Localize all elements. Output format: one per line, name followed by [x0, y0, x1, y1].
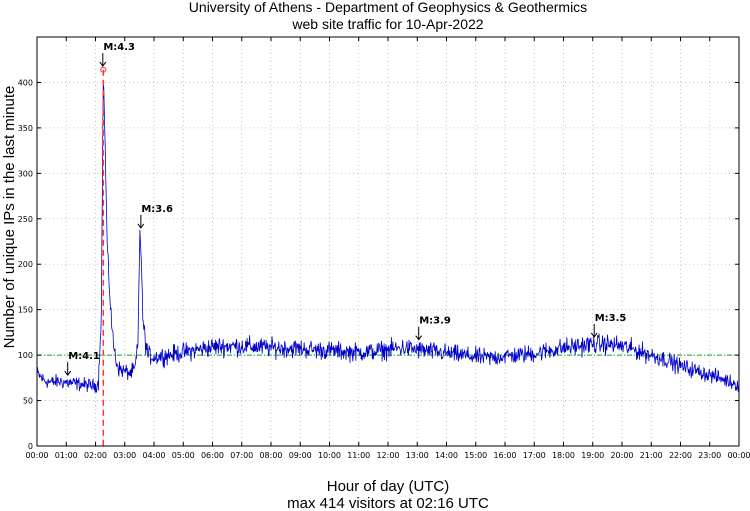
- x-tick-label: 22:00: [669, 451, 692, 460]
- arrow-head: [99, 61, 107, 67]
- earthquake-annotation: M:4.1: [64, 351, 100, 376]
- x-tick-label: 16:00: [493, 451, 516, 460]
- x-tick-label: 20:00: [610, 451, 633, 460]
- x-tick-label: 06:00: [201, 451, 224, 460]
- chart-subtitle: web site traffic for 10-Apr-2022: [291, 16, 483, 32]
- y-axis-label: Number of unique IPs in the last minute: [1, 86, 18, 349]
- x-tick-label: 12:00: [376, 451, 399, 460]
- magnitude-label: M:4.3: [103, 42, 135, 53]
- x-tick-label: 04:00: [142, 451, 165, 460]
- y-tick-label: 300: [18, 169, 33, 178]
- magnitude-label: M:3.6: [141, 204, 173, 215]
- grid: [37, 37, 739, 446]
- earthquake-annotation: M:3.5: [590, 313, 627, 338]
- y-tick-label: 400: [18, 78, 33, 87]
- x-tick-label: 01:00: [55, 451, 78, 460]
- y-tick-label: 50: [23, 397, 33, 406]
- x-tick-label: 17:00: [523, 451, 546, 460]
- x-tick-label: 18:00: [552, 451, 575, 460]
- y-tick-label: 0: [28, 442, 33, 451]
- x-tick-label: 08:00: [259, 451, 282, 460]
- chart-title: University of Athens - Department of Geo…: [189, 0, 587, 15]
- arrow-head: [590, 332, 598, 338]
- x-tick-label: 03:00: [113, 451, 136, 460]
- earthquake-annotation: M:3.9: [415, 316, 451, 341]
- x-tick-label: 19:00: [581, 451, 604, 460]
- x-tick-label: 11:00: [347, 451, 370, 460]
- y-tick-label: 250: [18, 215, 33, 224]
- magnitude-label: M:4.1: [68, 351, 100, 362]
- x-tick-label: 15:00: [464, 451, 487, 460]
- max-visitors-footer: max 414 visitors at 02:16 UTC: [287, 495, 489, 511]
- x-tick-label: 05:00: [172, 451, 195, 460]
- magnitude-label: M:3.9: [419, 316, 451, 327]
- traffic-series-line: [36, 82, 740, 393]
- series-group: [36, 82, 740, 393]
- y-axis-ticks: 0 50 100 150 200 250 300 350 400: [18, 78, 739, 451]
- x-axis-label: Hour of day (UTC): [327, 478, 450, 495]
- earthquake-annotation: M:3.6: [137, 204, 173, 229]
- x-tick-label: 23:00: [698, 451, 721, 460]
- x-tick-label: 02:00: [84, 451, 107, 460]
- x-tick-label: 14:00: [435, 451, 458, 460]
- arrow-head: [137, 223, 145, 229]
- earthquake-annotation: M:4.3: [99, 42, 135, 67]
- arrow-head: [415, 335, 423, 341]
- y-tick-label: 200: [18, 260, 33, 269]
- magnitude-label: M:3.5: [595, 313, 627, 324]
- annotations: M:4.1 M:4.3 M:3.6 M:3.9 M:3.5: [64, 42, 627, 376]
- x-axis-ticks: 00:00 01:00 02:00 03:00 04:00 05:00 06:00 07:00…: [25, 37, 750, 460]
- arrow-head: [64, 370, 72, 376]
- x-tick-label: 07:00: [230, 451, 253, 460]
- y-tick-label: 350: [18, 124, 33, 133]
- x-tick-label: 00:00: [727, 451, 750, 460]
- x-tick-label: 13:00: [406, 451, 429, 460]
- x-tick-label: 09:00: [289, 451, 312, 460]
- max-point-marker: [100, 66, 107, 73]
- x-tick-label: 10:00: [318, 451, 341, 460]
- x-tick-label: 00:00: [25, 451, 48, 460]
- max-marker: [100, 66, 107, 446]
- y-tick-label: 100: [18, 351, 33, 360]
- x-tick-label: 21:00: [640, 451, 663, 460]
- y-tick-label: 150: [18, 306, 33, 315]
